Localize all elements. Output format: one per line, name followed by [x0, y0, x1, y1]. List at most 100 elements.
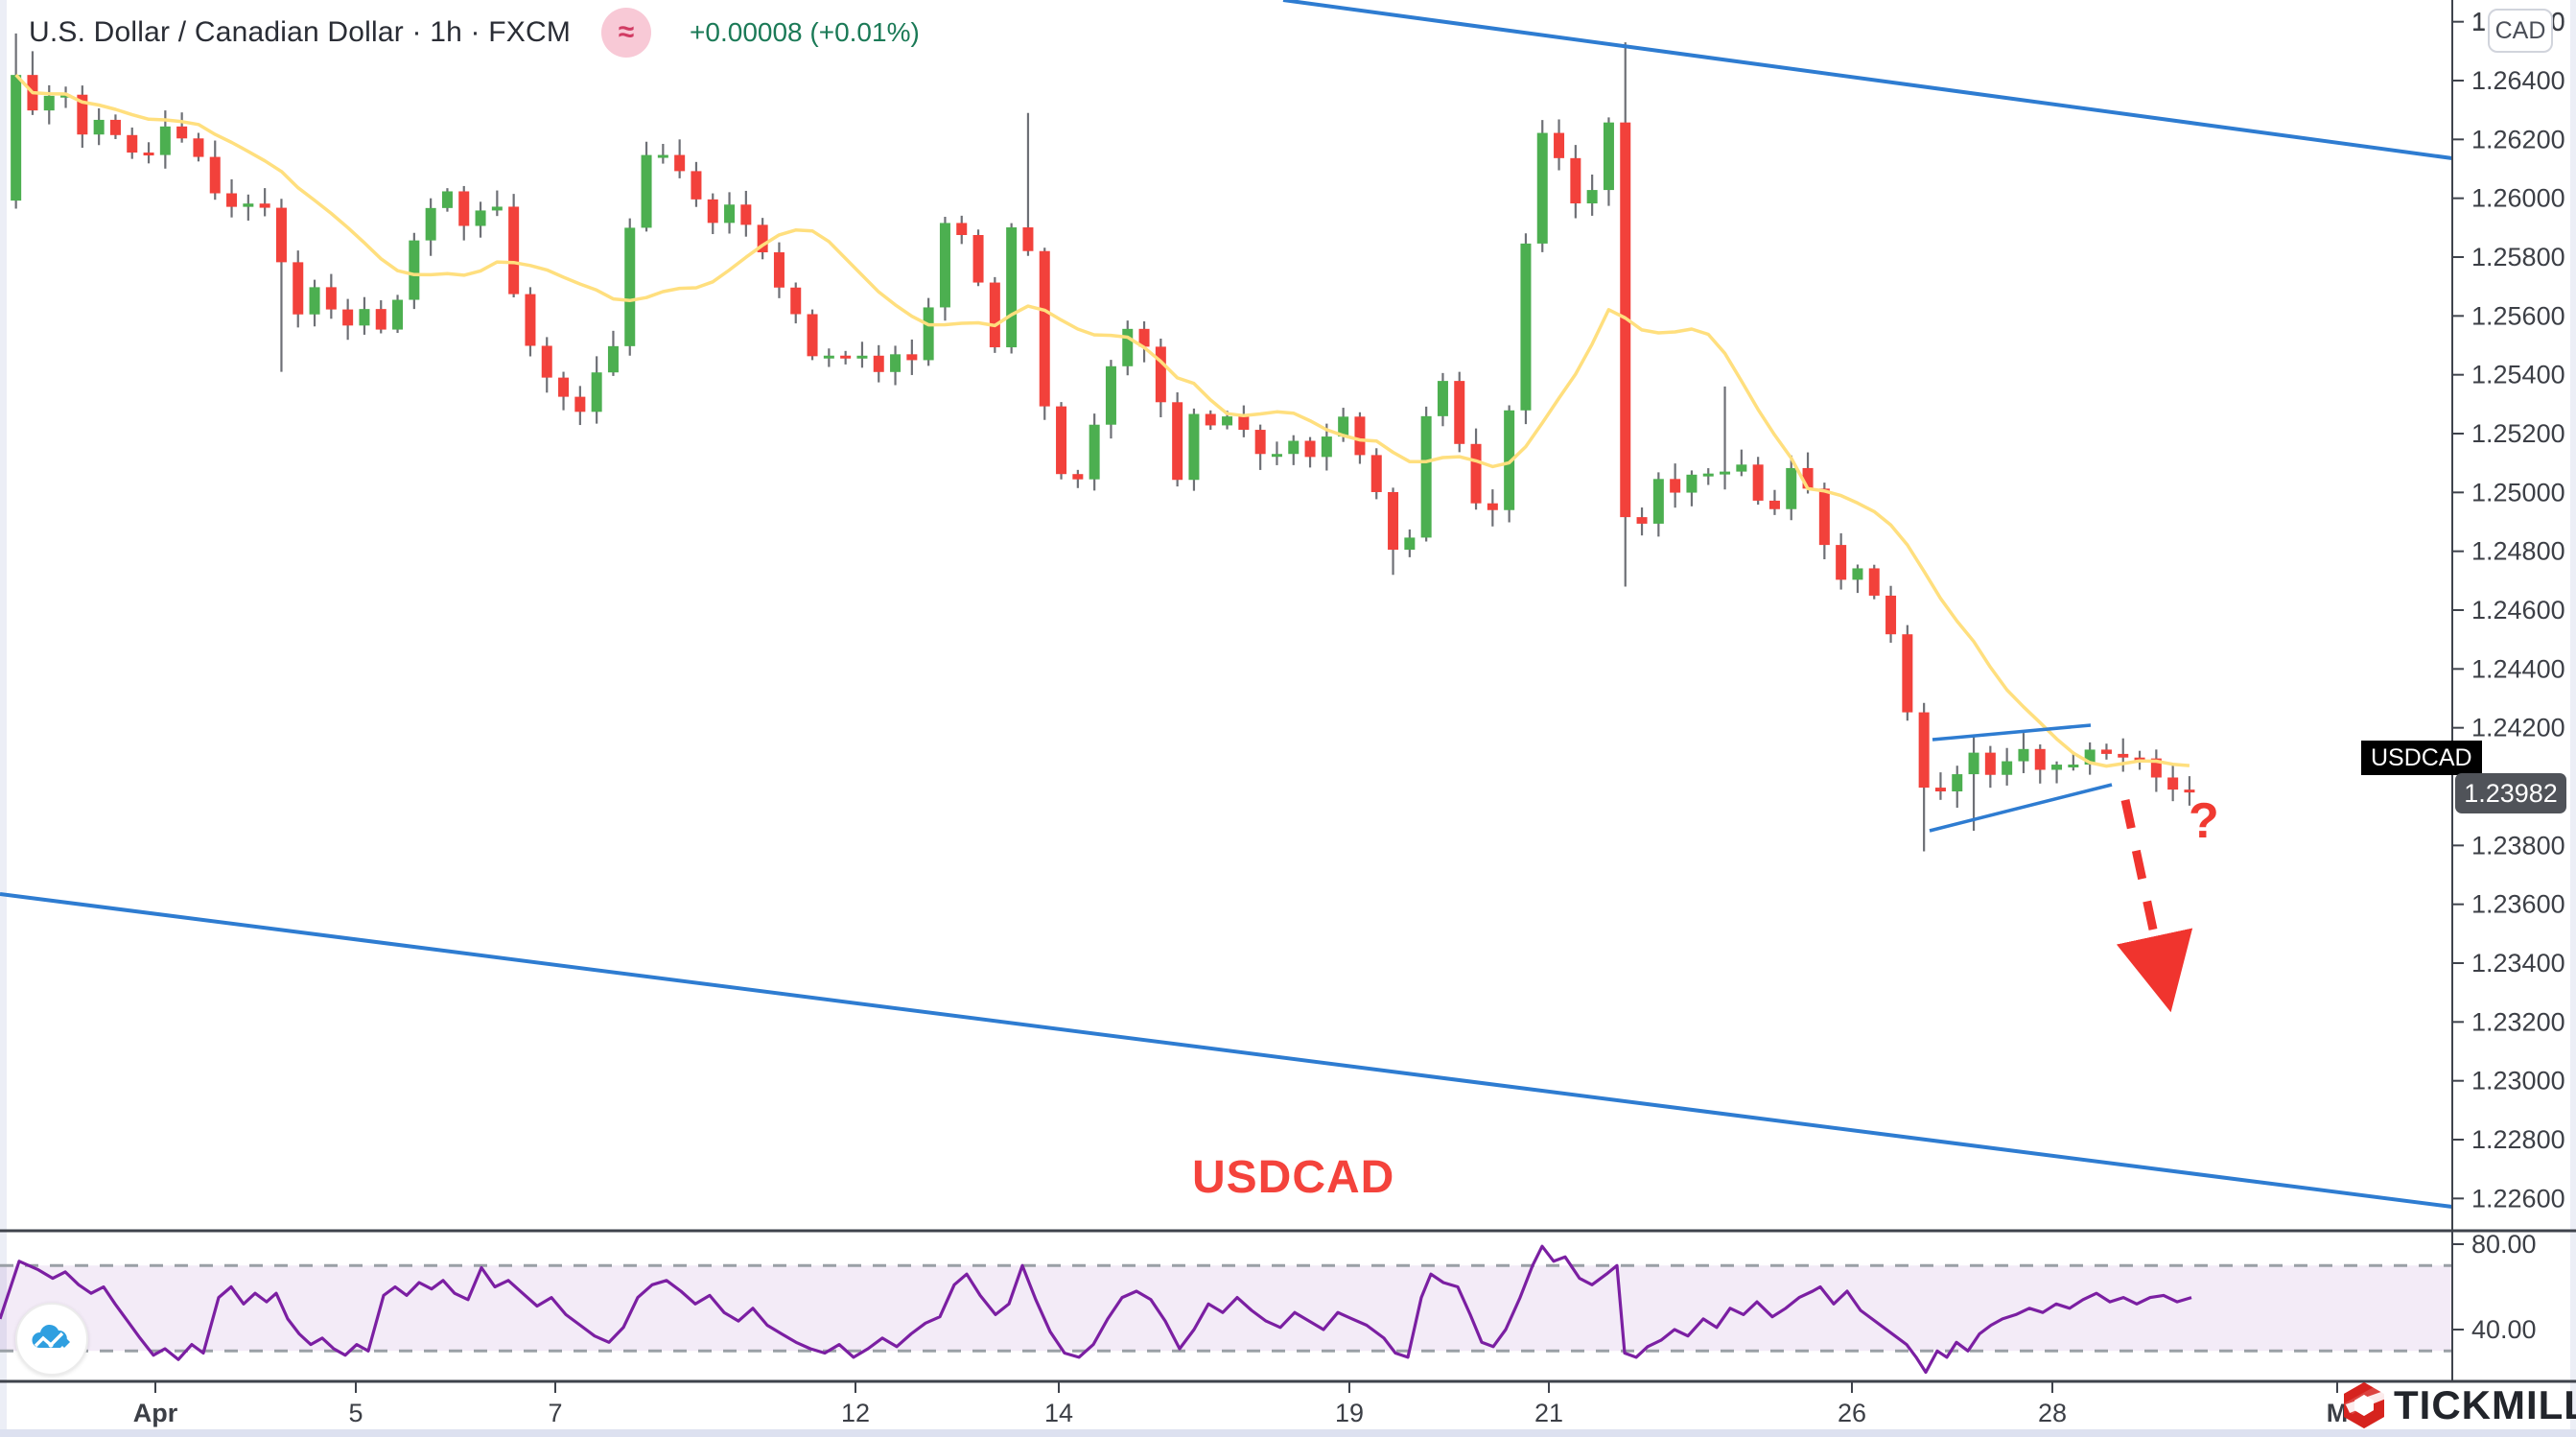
- candle-body: [77, 94, 88, 135]
- price-tick-label[interactable]: 1.26000: [2471, 184, 2565, 213]
- symbol-title[interactable]: U.S. Dollar / Canadian Dollar · 1h · FXC…: [29, 16, 572, 48]
- price-tick-label[interactable]: 1.24200: [2471, 714, 2565, 742]
- candle-body: [1487, 503, 1498, 510]
- pennant-upper-line[interactable]: [1932, 723, 2092, 742]
- candle-body: [939, 223, 950, 308]
- candle-body: [359, 309, 370, 326]
- time-tick-label[interactable]: 7: [548, 1399, 562, 1427]
- candle-body: [1984, 752, 1996, 775]
- time-tick-label[interactable]: M: [2327, 1399, 2349, 1427]
- candle-body: [1752, 464, 1764, 501]
- candle-body: [1504, 410, 1515, 510]
- candle-body: [1736, 464, 1747, 472]
- projection-arrow[interactable]: [2116, 799, 2193, 1013]
- candle-body: [425, 207, 436, 241]
- candle-body: [1702, 473, 1714, 477]
- candle-body: [1370, 455, 1382, 492]
- time-tick-label[interactable]: 5: [348, 1399, 363, 1427]
- candle-body: [1570, 157, 1581, 204]
- candle-body: [309, 287, 320, 315]
- candle-body: [1536, 132, 1548, 244]
- chart-legend: U.S. Dollar / Canadian Dollar · 1h · FXC…: [29, 8, 920, 58]
- candle-body: [641, 154, 652, 228]
- rsi-tick-label[interactable]: 40.00: [2471, 1315, 2537, 1344]
- trendline-upper[interactable]: [1282, 0, 2453, 160]
- candle-body: [773, 252, 785, 288]
- candle-body: [1271, 454, 1282, 458]
- candle-body: [591, 372, 602, 412]
- delayed-data-icon[interactable]: ≈: [601, 8, 652, 58]
- indicator-logo-button[interactable]: [15, 1303, 88, 1376]
- candle-body: [890, 354, 902, 372]
- candle-body: [1586, 190, 1598, 204]
- price-tick-label[interactable]: 1.22800: [2471, 1125, 2565, 1154]
- price-tick-label[interactable]: 1.25200: [2471, 419, 2565, 448]
- candle-body: [624, 227, 636, 346]
- candle-body: [2167, 777, 2179, 790]
- candle-body: [607, 345, 619, 373]
- time-tick-label[interactable]: 21: [1534, 1399, 1563, 1427]
- candle-body: [1321, 436, 1332, 458]
- candle-body: [1836, 545, 1847, 580]
- usdcad-annotation[interactable]: USDCAD: [1192, 1152, 1395, 1203]
- candle-body: [1636, 517, 1648, 524]
- price-tick-label[interactable]: 1.25000: [2471, 478, 2565, 506]
- candle-body: [1222, 416, 1233, 426]
- candle-body: [1354, 416, 1366, 456]
- price-tick-label[interactable]: 1.23400: [2471, 949, 2565, 978]
- candle-body: [2068, 765, 2079, 768]
- price-tick-label[interactable]: 1.26400: [2471, 66, 2565, 95]
- candle-body: [1238, 416, 1250, 431]
- currency-button[interactable]: CAD: [2488, 9, 2553, 53]
- time-tick-label[interactable]: 28: [2038, 1399, 2067, 1427]
- price-tick-label[interactable]: 1.24800: [2471, 537, 2565, 566]
- candle-body: [325, 287, 337, 310]
- price-tick-label[interactable]: 1.26200: [2471, 125, 2565, 153]
- time-tick-label[interactable]: 26: [1838, 1399, 1866, 1427]
- price-tick-label[interactable]: 1.25400: [2471, 361, 2565, 389]
- price-tick-label[interactable]: 1.23000: [2471, 1067, 2565, 1095]
- candle-body: [807, 314, 818, 357]
- candle-body: [143, 153, 154, 156]
- rsi-tick-label[interactable]: 80.00: [2471, 1230, 2537, 1259]
- candle-body: [923, 307, 934, 361]
- time-tick-label[interactable]: 12: [841, 1399, 870, 1427]
- candle-body: [2184, 789, 2195, 793]
- candle-body: [1304, 440, 1316, 458]
- candle-body: [475, 210, 486, 226]
- candle-body: [159, 126, 171, 155]
- symbol-axis-label: USDCAD: [2361, 741, 2482, 775]
- candle-body: [458, 191, 470, 226]
- candle-body: [2150, 758, 2162, 778]
- candle-body: [1388, 491, 1399, 551]
- bottom-edge-strip: [0, 1429, 2576, 1437]
- candle-body: [226, 193, 238, 207]
- candle-body: [1768, 500, 1780, 509]
- price-tick-label[interactable]: 1.25600: [2471, 301, 2565, 330]
- candle-body: [1686, 474, 1698, 493]
- price-tick-label[interactable]: 1.23800: [2471, 831, 2565, 860]
- tickmill-hexagon-icon: [2344, 1382, 2386, 1428]
- price-tick-label[interactable]: 1.22600: [2471, 1184, 2565, 1213]
- price-tick-label[interactable]: 1.23200: [2471, 1007, 2565, 1036]
- pennant-lower-line[interactable]: [1929, 783, 2113, 833]
- candle-body: [1852, 568, 1863, 580]
- candle-body: [657, 154, 668, 158]
- candle-body: [275, 207, 287, 263]
- price-tick-label[interactable]: 1.24600: [2471, 596, 2565, 624]
- time-tick-label[interactable]: 14: [1044, 1399, 1073, 1427]
- price-tick-label[interactable]: 1.24400: [2471, 654, 2565, 683]
- trendline-lower[interactable]: [0, 892, 2453, 1209]
- price-tick-label[interactable]: 1.25800: [2471, 243, 2565, 271]
- time-tick-label[interactable]: Apr: [133, 1399, 178, 1427]
- candle-body: [1802, 467, 1814, 489]
- price-change: +0.00008 (+0.01%): [690, 17, 920, 47]
- price-tick-label[interactable]: 1.23600: [2471, 890, 2565, 919]
- candle-body: [11, 75, 22, 201]
- candle-body: [60, 94, 72, 98]
- candle-body: [972, 235, 984, 283]
- time-tick-label[interactable]: 19: [1335, 1399, 1364, 1427]
- question-mark-annotation[interactable]: ?: [2189, 793, 2219, 849]
